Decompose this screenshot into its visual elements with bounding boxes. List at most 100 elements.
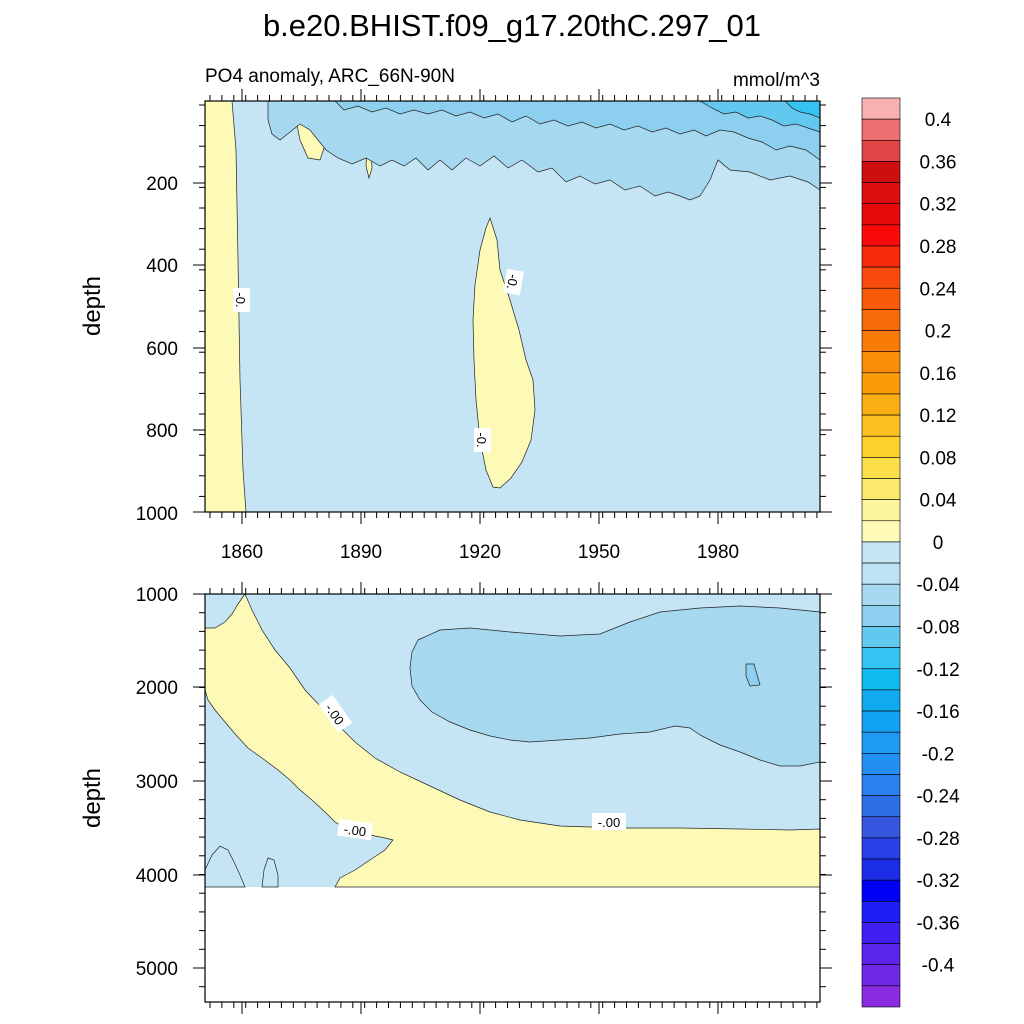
colorbar-box [861, 457, 901, 479]
top-ytick-label-400: 400 [146, 256, 178, 277]
colorbar-tick-label: 0.12 [920, 406, 957, 427]
colorbar-box [861, 689, 901, 712]
top-ytick-label-800: 800 [146, 421, 178, 442]
colorbar-tick-label: 0.08 [920, 448, 957, 469]
top-contour-label-1: -0. [233, 288, 250, 312]
bottom-ytick-label-5000: 5000 [136, 959, 178, 980]
top-ylabel: depth [79, 276, 106, 336]
colorbar-box [861, 710, 901, 733]
bottom-contour-label-3-text: -.00 [598, 815, 620, 830]
top-contour-label-2-text: -0. [504, 273, 521, 291]
colorbar-box [861, 816, 901, 839]
panel-subtitle: PO4 anomaly, ARC_66N-90N [205, 66, 455, 87]
colorbar-box [861, 964, 901, 987]
colorbar-box [861, 161, 901, 183]
colorbar-box [861, 562, 901, 585]
top-panel-frame [204, 100, 821, 513]
top-panel-ticks [193, 89, 832, 524]
colorbar-tick-label: 0.28 [920, 237, 957, 258]
top-contour-label-3-text: -0. [474, 432, 489, 447]
colorbar-box [861, 287, 901, 310]
top-contour-label-1-text: -0. [233, 292, 248, 307]
colorbar-box [861, 541, 901, 564]
colorbar-tick-label: 0.04 [920, 491, 957, 512]
xtick-label-1860: 1860 [221, 542, 263, 563]
colorbar-tick-label: 0.16 [920, 364, 957, 385]
colorbar-tick-label: 0.24 [920, 279, 957, 300]
top-negative-band-2 [334, 100, 821, 161]
bottom-contour-label-3: -.00 [592, 813, 626, 830]
colorbar-box [861, 203, 901, 226]
colorbar-box [861, 97, 901, 120]
bottom-ylabel: depth [79, 768, 106, 828]
colorbar-tick-label: -0.2 [922, 744, 955, 765]
bottom-contour-label-2-text: -.00 [343, 822, 367, 840]
colorbar-box [861, 943, 901, 966]
top-ytick-label-200: 200 [146, 174, 178, 195]
xtick-label-1950: 1950 [578, 542, 620, 563]
colorbar [861, 97, 901, 1008]
colorbar-tick-label: 0 [933, 533, 944, 554]
colorbar-box [861, 478, 901, 500]
bottom-ytick-label-1000: 1000 [136, 585, 178, 606]
top-contour-label-3: -0. [474, 428, 491, 452]
colorbar-box [861, 605, 901, 627]
colorbar-box [861, 922, 901, 944]
colorbar-tick-label: -0.4 [922, 956, 955, 977]
bottom-panel: -.00 -.00 -.00 depth 1000 2000 3000 4000… [79, 582, 832, 1014]
bottom-panel-frame [204, 593, 821, 1003]
colorbar-tick-label: -0.12 [916, 660, 959, 681]
colorbar-tick-label: -0.36 [916, 913, 959, 934]
colorbar-box [861, 731, 901, 754]
colorbar-box [861, 583, 901, 606]
colorbar-tick-label: -0.04 [916, 575, 960, 596]
bottom-negative-small [745, 663, 761, 687]
chart-title: b.e20.BHIST.f09_g17.20thC.297_01 [263, 8, 761, 43]
colorbar-box [861, 985, 901, 1008]
bottom-positive-region [204, 593, 821, 888]
colorbar-box [861, 414, 901, 437]
colorbar-box [861, 393, 901, 416]
xtick-label-1980: 1980 [697, 542, 739, 563]
colorbar-tick-label: 0.4 [925, 110, 952, 131]
bottom-negative-core [409, 605, 821, 767]
colorbar-box [861, 858, 901, 881]
colorbar-tick-label: 0.2 [925, 322, 951, 343]
top-ytick-label-1000: 1000 [136, 504, 178, 525]
xtick-label-1890: 1890 [340, 542, 382, 563]
bottom-contour-label-2: -.00 [337, 818, 374, 841]
bottom-ytick-label-4000: 4000 [136, 866, 178, 887]
top-positive-lens [472, 216, 536, 489]
colorbar-box [861, 901, 901, 923]
colorbar-tick-label: -0.24 [916, 787, 960, 808]
bottom-pocket-2 [261, 857, 279, 888]
colorbar-box [861, 330, 901, 352]
colorbar-box [861, 182, 901, 204]
bottom-pocket-1 [204, 845, 246, 888]
colorbar-box [861, 626, 901, 648]
colorbar-box [861, 753, 901, 775]
colorbar-box [861, 837, 901, 860]
colorbar-box [861, 879, 901, 902]
colorbar-box [861, 774, 901, 796]
colorbar-tick-label: 0.36 [920, 152, 957, 173]
colorbar-box [861, 647, 901, 670]
bottom-panel-ticks [193, 582, 832, 1014]
colorbar-box [861, 245, 901, 268]
colorbar-box [861, 266, 901, 289]
xtick-label-1920: 1920 [459, 542, 501, 563]
colorbar-box [861, 118, 901, 141]
colorbar-box [861, 435, 901, 458]
colorbar-labels: 0.4 0.36 0.32 0.28 0.24 0.2 0.16 0.12 0.08 0.04 0 -… [916, 110, 960, 977]
units-label: mmol/m^3 [733, 70, 820, 91]
top-panel: -0. -0. -0. depth 200 400 600 800 1000 1… [79, 89, 832, 563]
colorbar-tick-label: -0.16 [916, 702, 959, 723]
colorbar-box [861, 668, 901, 691]
colorbar-tick-label: -0.28 [916, 829, 959, 850]
colorbar-tick-label: -0.32 [916, 871, 959, 892]
colorbar-box [861, 499, 901, 522]
colorbar-box [861, 224, 901, 247]
colorbar-tick-label: 0.32 [920, 195, 957, 216]
top-ytick-label-600: 600 [146, 339, 178, 360]
